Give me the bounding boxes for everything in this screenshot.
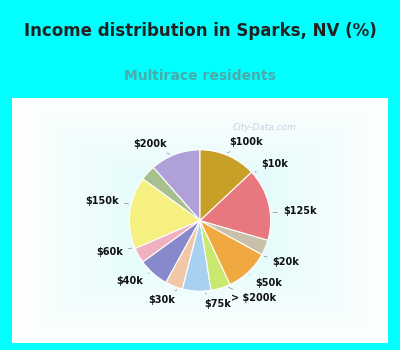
Text: $200k: $200k: [133, 139, 170, 154]
Text: City-Data.com: City-Data.com: [233, 123, 297, 132]
Wedge shape: [143, 220, 200, 282]
Text: $20k: $20k: [264, 256, 299, 267]
Text: $75k: $75k: [204, 293, 231, 309]
Text: $100k: $100k: [228, 138, 263, 153]
Text: $150k: $150k: [85, 196, 128, 206]
Wedge shape: [200, 220, 262, 285]
Text: > $200k: > $200k: [228, 287, 276, 303]
Wedge shape: [135, 220, 200, 262]
Wedge shape: [200, 172, 271, 240]
Wedge shape: [200, 150, 252, 220]
Wedge shape: [153, 150, 200, 220]
Wedge shape: [200, 220, 268, 254]
Text: Multirace residents: Multirace residents: [124, 69, 276, 83]
Text: $10k: $10k: [255, 159, 288, 172]
Text: $125k: $125k: [273, 206, 316, 216]
Wedge shape: [166, 220, 200, 289]
Text: $60k: $60k: [96, 247, 132, 257]
Wedge shape: [129, 179, 200, 248]
Text: $30k: $30k: [149, 290, 177, 305]
Text: $40k: $40k: [116, 273, 149, 286]
Text: $50k: $50k: [249, 275, 282, 288]
Wedge shape: [182, 220, 211, 291]
Wedge shape: [200, 220, 230, 290]
Wedge shape: [143, 168, 200, 220]
Text: Income distribution in Sparks, NV (%): Income distribution in Sparks, NV (%): [24, 22, 376, 40]
